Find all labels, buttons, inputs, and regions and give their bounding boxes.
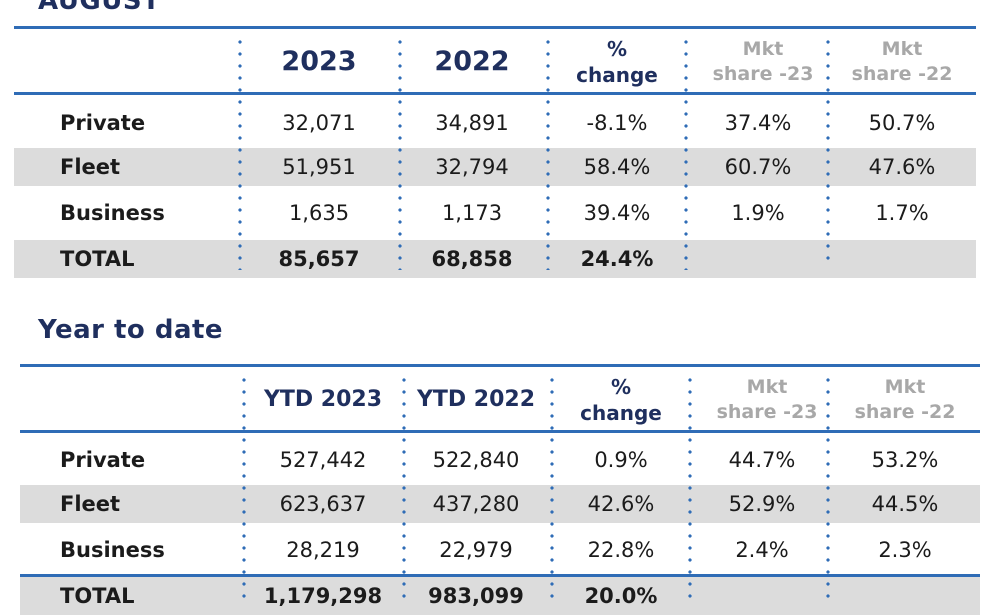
column-divider — [826, 34, 830, 260]
top-rule — [20, 364, 980, 367]
value-mkt23: 60.7% — [724, 155, 792, 179]
header-mkt-share-22: Mkt share -22 — [828, 29, 976, 95]
value-2023: 32,071 — [282, 111, 356, 135]
header-mkt23-line2: share -23 — [716, 401, 818, 423]
value-2022: 34,891 — [435, 111, 509, 135]
section-title-august: AUGUST — [38, 0, 161, 16]
value-mkt23: 44.7% — [728, 448, 796, 472]
header-2022: 2022 — [434, 46, 510, 78]
value-change: -8.1% — [586, 111, 648, 135]
total-row: TOTAL 1,179,298 983,099 20.0% — [20, 577, 980, 615]
row-label: Private — [60, 111, 146, 135]
value-2022: 1,173 — [441, 201, 503, 225]
value-change: 24.4% — [580, 247, 654, 271]
value-mkt23: 1.9% — [731, 201, 785, 225]
row-label: TOTAL — [60, 584, 135, 608]
header-change: % change — [548, 29, 686, 95]
value-change: 20.0% — [584, 584, 658, 608]
value-ytd-2022: 983,099 — [428, 584, 524, 608]
header-change-line1: % — [606, 37, 628, 61]
table-row: Private 32,071 34,891 -8.1% 37.4% 50.7% — [14, 104, 976, 142]
value-mkt22 — [830, 577, 980, 615]
value-ytd-2023: 28,219 — [286, 538, 360, 562]
value-mkt22 — [828, 240, 976, 278]
header-mkt22-line1: Mkt — [884, 376, 926, 399]
top-rule — [14, 26, 976, 29]
table-row: Fleet 623,637 437,280 42.6% 52.9% 44.5% — [20, 485, 980, 523]
row-label: TOTAL — [60, 247, 135, 271]
section-title-ytd: Year to date — [38, 315, 224, 345]
header-mkt22-line2: share -22 — [854, 401, 956, 423]
value-mkt23: 37.4% — [724, 111, 792, 135]
column-divider — [688, 372, 692, 600]
header-mkt-share-22: Mkt share -22 — [830, 367, 980, 433]
value-2022: 68,858 — [431, 247, 513, 271]
row-label: Fleet — [60, 155, 121, 179]
column-divider — [826, 372, 830, 600]
column-divider — [398, 34, 402, 270]
value-2022: 32,794 — [435, 155, 509, 179]
total-rule — [20, 574, 980, 577]
column-divider — [238, 34, 242, 270]
header-mkt23-line1: Mkt — [746, 376, 788, 399]
value-2023: 1,635 — [288, 201, 350, 225]
header-mkt22-line2: share -22 — [851, 63, 953, 85]
value-mkt22: 47.6% — [868, 155, 936, 179]
header-change-line1: % — [610, 375, 632, 399]
row-label: Business — [60, 201, 165, 225]
value-mkt23 — [692, 577, 832, 615]
total-row: TOTAL 85,657 68,858 24.4% — [14, 240, 976, 278]
header-change-line2: change — [580, 401, 662, 425]
value-mkt22: 44.5% — [871, 492, 939, 516]
table-row: Private 527,442 522,840 0.9% 44.7% 53.2% — [20, 441, 980, 479]
header-rule — [14, 92, 976, 95]
row-label: Fleet — [60, 492, 121, 516]
header-mkt23-line2: share -23 — [712, 63, 814, 85]
header-mkt23-line1: Mkt — [742, 38, 784, 61]
value-ytd-2023: 1,179,298 — [263, 584, 383, 608]
header-rule — [20, 430, 980, 433]
row-label: Private — [60, 448, 146, 472]
value-mkt23: 2.4% — [735, 538, 789, 562]
value-mkt23: 52.9% — [728, 492, 796, 516]
value-2023: 51,951 — [282, 155, 356, 179]
value-ytd-2023: 623,637 — [279, 492, 367, 516]
table-row: Business 1,635 1,173 39.4% 1.9% 1.7% — [14, 194, 976, 232]
column-divider — [550, 372, 554, 600]
column-divider — [684, 34, 688, 270]
value-change: 58.4% — [583, 155, 651, 179]
value-mkt22: 1.7% — [875, 201, 929, 225]
value-ytd-2022: 437,280 — [432, 492, 520, 516]
value-ytd-2022: 522,840 — [432, 448, 520, 472]
value-change: 42.6% — [587, 492, 655, 516]
value-mkt23 — [688, 240, 828, 278]
column-divider — [242, 372, 246, 600]
column-divider — [546, 34, 550, 270]
header-ytd-2023: YTD 2023 — [263, 386, 383, 412]
header-2023: 2023 — [281, 46, 357, 78]
value-mkt22: 50.7% — [868, 111, 936, 135]
value-ytd-2023: 527,442 — [279, 448, 367, 472]
value-mkt22: 2.3% — [878, 538, 932, 562]
header-mkt22-line1: Mkt — [881, 38, 923, 61]
row-label: Business — [60, 538, 165, 562]
header-mkt-share-23: Mkt share -23 — [688, 29, 838, 95]
value-ytd-2022: 22,979 — [439, 538, 513, 562]
value-change: 0.9% — [594, 448, 648, 472]
header-mkt-share-23: Mkt share -23 — [692, 367, 842, 433]
header-ytd-2022: YTD 2022 — [416, 386, 536, 412]
table-row: Business 28,219 22,979 22.8% 2.4% 2.3% — [20, 531, 980, 569]
column-divider — [402, 372, 406, 600]
header-change: % change — [552, 367, 690, 433]
table-row: Fleet 51,951 32,794 58.4% 60.7% 47.6% — [14, 148, 976, 186]
value-mkt22: 53.2% — [871, 448, 939, 472]
value-change: 22.8% — [587, 538, 655, 562]
value-2023: 85,657 — [278, 247, 360, 271]
header-change-line2: change — [576, 63, 658, 87]
value-change: 39.4% — [583, 201, 651, 225]
